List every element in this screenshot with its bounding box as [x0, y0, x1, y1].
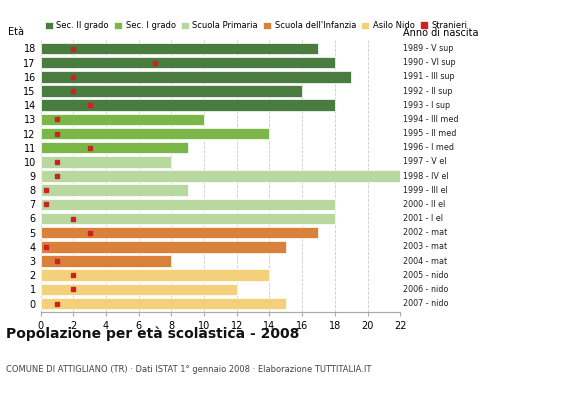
Text: 2006 - nido: 2006 - nido [403, 285, 448, 294]
Bar [41, 241, 286, 253]
Bar [41, 227, 318, 238]
Text: 1991 - III sup: 1991 - III sup [403, 72, 455, 81]
Text: Età: Età [8, 27, 24, 37]
Bar [41, 85, 302, 97]
Text: 1993 - I sup: 1993 - I sup [403, 101, 450, 110]
Text: 2002 - mat: 2002 - mat [403, 228, 447, 237]
Text: 2003 - mat: 2003 - mat [403, 242, 447, 251]
Bar [41, 198, 335, 210]
Bar [41, 255, 171, 267]
Text: 2004 - mat: 2004 - mat [403, 256, 447, 266]
Text: 1997 - V el: 1997 - V el [403, 157, 447, 166]
Bar [41, 184, 188, 196]
Text: 2005 - nido: 2005 - nido [403, 271, 448, 280]
Bar [41, 298, 286, 309]
Text: 1992 - II sup: 1992 - II sup [403, 86, 452, 96]
Text: Anno di nascita: Anno di nascita [403, 28, 478, 38]
Text: 1995 - II med: 1995 - II med [403, 129, 456, 138]
Bar [41, 142, 188, 154]
Text: COMUNE DI ATTIGLIANO (TR) · Dati ISTAT 1° gennaio 2008 · Elaborazione TUTTITALIA: COMUNE DI ATTIGLIANO (TR) · Dati ISTAT 1… [6, 365, 371, 374]
Text: 2001 - I el: 2001 - I el [403, 214, 443, 223]
Bar [41, 156, 171, 168]
Bar [41, 71, 351, 83]
Text: 1998 - IV el: 1998 - IV el [403, 172, 449, 180]
Bar [41, 43, 318, 54]
Bar [41, 213, 335, 224]
Text: 1996 - I med: 1996 - I med [403, 143, 454, 152]
Text: 1999 - III el: 1999 - III el [403, 186, 448, 195]
Bar [41, 269, 270, 281]
Text: 2000 - II el: 2000 - II el [403, 200, 445, 209]
Bar [41, 99, 335, 111]
Text: 1990 - VI sup: 1990 - VI sup [403, 58, 456, 67]
Bar [41, 284, 237, 295]
Text: 2007 - nido: 2007 - nido [403, 299, 448, 308]
Legend: Sec. II grado, Sec. I grado, Scuola Primaria, Scuola dell'Infanzia, Asilo Nido, : Sec. II grado, Sec. I grado, Scuola Prim… [45, 21, 467, 30]
Bar [41, 114, 204, 125]
Text: Popolazione per età scolastica - 2008: Popolazione per età scolastica - 2008 [6, 326, 299, 341]
Bar [41, 128, 270, 139]
Text: 1989 - V sup: 1989 - V sup [403, 44, 454, 53]
Bar [41, 170, 400, 182]
Text: 1994 - III med: 1994 - III med [403, 115, 459, 124]
Bar [41, 57, 335, 68]
